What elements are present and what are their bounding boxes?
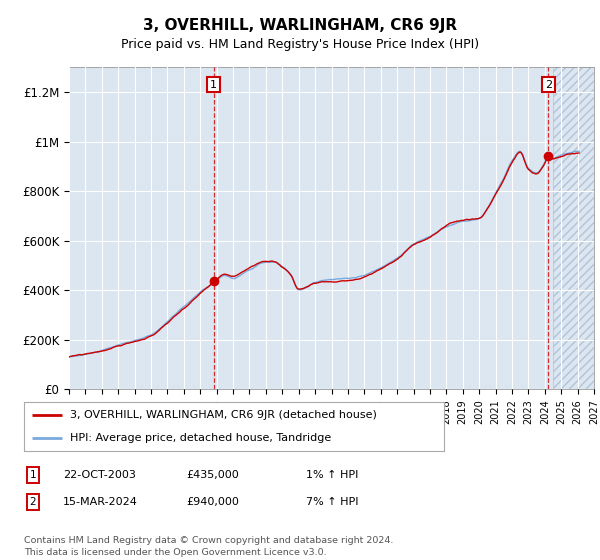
Text: HPI: Average price, detached house, Tandridge: HPI: Average price, detached house, Tand… [70,433,331,444]
Text: 1: 1 [210,80,217,90]
Text: £435,000: £435,000 [186,470,239,480]
Text: 7% ↑ HPI: 7% ↑ HPI [306,497,359,507]
Text: Price paid vs. HM Land Registry's House Price Index (HPI): Price paid vs. HM Land Registry's House … [121,38,479,51]
Text: Contains HM Land Registry data © Crown copyright and database right 2024.
This d: Contains HM Land Registry data © Crown c… [24,536,394,557]
Text: 1: 1 [29,470,37,480]
Text: 3, OVERHILL, WARLINGHAM, CR6 9JR (detached house): 3, OVERHILL, WARLINGHAM, CR6 9JR (detach… [70,410,377,421]
Text: 1% ↑ HPI: 1% ↑ HPI [306,470,358,480]
Text: 22-OCT-2003: 22-OCT-2003 [63,470,136,480]
Text: 2: 2 [545,80,552,90]
Text: 2: 2 [29,497,37,507]
Text: 3, OVERHILL, WARLINGHAM, CR6 9JR: 3, OVERHILL, WARLINGHAM, CR6 9JR [143,18,457,33]
Bar [553,67,600,389]
Text: £940,000: £940,000 [186,497,239,507]
Text: 15-MAR-2024: 15-MAR-2024 [63,497,138,507]
